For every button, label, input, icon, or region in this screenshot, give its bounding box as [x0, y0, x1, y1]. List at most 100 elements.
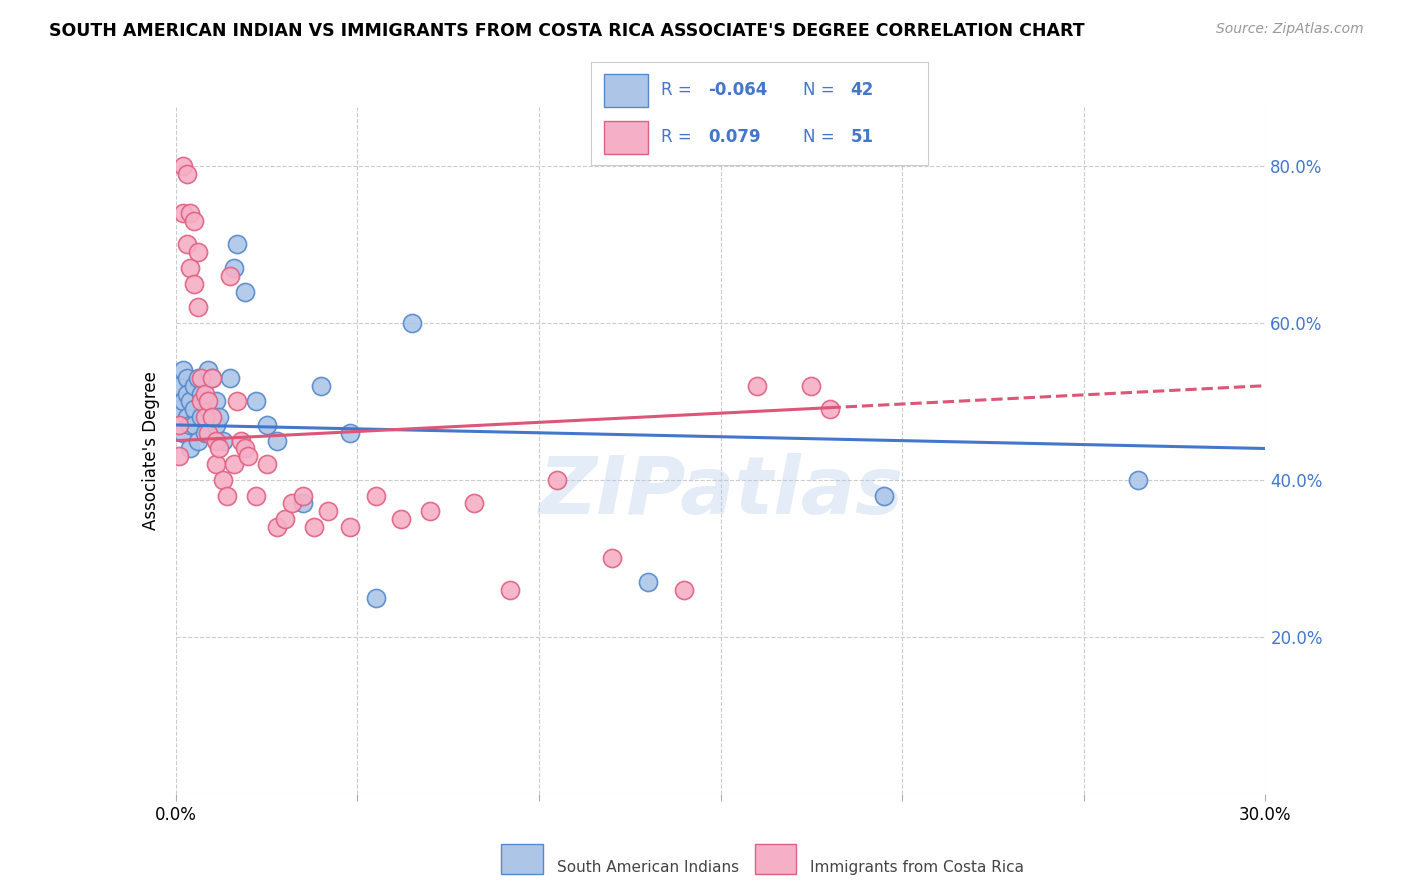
Point [190, 371, 212, 385]
Point [169, 402, 191, 417]
Point [194, 410, 217, 425]
Point [179, 417, 201, 432]
Point [266, 434, 288, 448]
Point [179, 260, 201, 275]
Point [197, 425, 219, 440]
Point [226, 394, 249, 409]
Point [233, 442, 256, 456]
Point [219, 268, 242, 283]
FancyBboxPatch shape [605, 74, 648, 106]
Point [291, 496, 314, 510]
Point [190, 410, 212, 425]
Text: N =: N = [803, 128, 839, 146]
Point [1128, 473, 1150, 487]
Point [419, 504, 441, 518]
Point [176, 371, 198, 385]
Point [364, 591, 387, 605]
Point [179, 394, 201, 409]
Point [176, 167, 198, 181]
Point [302, 520, 325, 534]
Point [499, 582, 522, 597]
FancyBboxPatch shape [755, 844, 796, 874]
Point [172, 425, 194, 440]
Point [245, 394, 267, 409]
Text: Immigrants from Costa Rica: Immigrants from Costa Rica [810, 860, 1024, 874]
Point [389, 512, 412, 526]
Text: Source: ZipAtlas.com: Source: ZipAtlas.com [1216, 22, 1364, 37]
Point [238, 450, 260, 464]
Point [222, 260, 245, 275]
Point [231, 434, 253, 448]
Point [169, 417, 191, 432]
Point [176, 410, 198, 425]
Point [212, 473, 235, 487]
Point [201, 371, 224, 385]
Point [194, 394, 217, 409]
Point [201, 410, 224, 425]
Point [546, 473, 568, 487]
Point [222, 457, 245, 471]
Point [463, 496, 485, 510]
Text: South American Indians: South American Indians [557, 860, 740, 874]
Point [169, 378, 191, 392]
Point [600, 551, 623, 566]
Point [256, 417, 278, 432]
Point [172, 159, 194, 173]
Point [172, 394, 194, 409]
Point [245, 489, 267, 503]
Text: SOUTH AMERICAN INDIAN VS IMMIGRANTS FROM COSTA RICA ASSOCIATE'S DEGREE CORRELATI: SOUTH AMERICAN INDIAN VS IMMIGRANTS FROM… [49, 22, 1085, 40]
Point [291, 489, 314, 503]
Point [176, 386, 198, 401]
Point [194, 425, 217, 440]
Point [197, 402, 219, 417]
Point [401, 316, 423, 330]
Point [800, 378, 823, 392]
Point [215, 489, 238, 503]
Point [179, 206, 201, 220]
Text: 51: 51 [851, 128, 873, 146]
Text: N =: N = [803, 81, 839, 99]
Point [197, 394, 219, 409]
Point [190, 394, 212, 409]
Point [183, 378, 205, 392]
Point [339, 520, 361, 534]
Text: -0.064: -0.064 [709, 81, 768, 99]
FancyBboxPatch shape [502, 844, 543, 874]
Point [219, 371, 242, 385]
Point [176, 237, 198, 252]
Point [204, 457, 226, 471]
Point [637, 574, 659, 589]
Point [364, 489, 387, 503]
Point [186, 245, 209, 260]
Point [204, 434, 226, 448]
Point [186, 371, 209, 385]
Point [201, 371, 224, 385]
Point [183, 277, 205, 291]
Point [172, 363, 194, 377]
Point [318, 504, 340, 518]
Point [274, 512, 297, 526]
Point [281, 496, 304, 510]
Point [186, 300, 209, 314]
Point [745, 378, 768, 392]
Point [208, 442, 231, 456]
Point [183, 417, 205, 432]
Point [818, 402, 841, 417]
Point [190, 386, 212, 401]
Point [266, 520, 288, 534]
Point [226, 237, 249, 252]
Text: R =: R = [661, 128, 703, 146]
Point [169, 450, 191, 464]
Text: R =: R = [661, 81, 697, 99]
Point [186, 434, 209, 448]
Point [256, 457, 278, 471]
Point [172, 206, 194, 220]
Text: 0.079: 0.079 [709, 128, 761, 146]
Point [208, 410, 231, 425]
Point [339, 425, 361, 440]
Point [183, 214, 205, 228]
Point [204, 417, 226, 432]
Y-axis label: Associate's Degree: Associate's Degree [142, 371, 160, 530]
FancyBboxPatch shape [605, 121, 648, 153]
Point [673, 582, 696, 597]
